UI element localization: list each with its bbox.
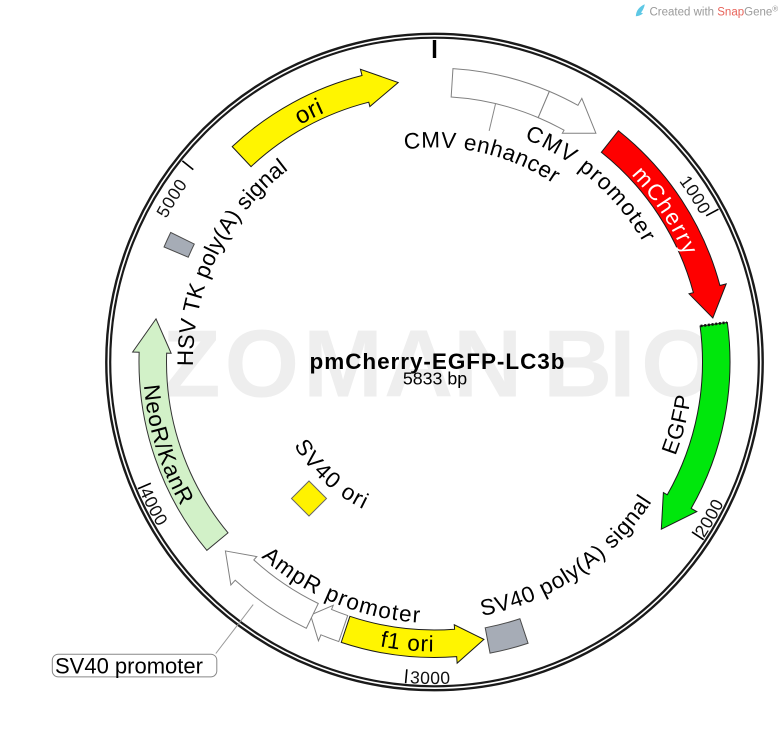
svg-text:f1 ori: f1 ori [379, 627, 435, 657]
svg-text:3000: 3000 [410, 667, 451, 688]
svg-text:SV40 promoter: SV40 promoter [55, 654, 203, 679]
svg-text:Created with SnapGene®: Created with SnapGene® [650, 5, 779, 19]
svg-text:pmCherry-EGFP-LC3b: pmCherry-EGFP-LC3b [310, 349, 566, 374]
svg-text:5833 bp: 5833 bp [403, 369, 467, 389]
